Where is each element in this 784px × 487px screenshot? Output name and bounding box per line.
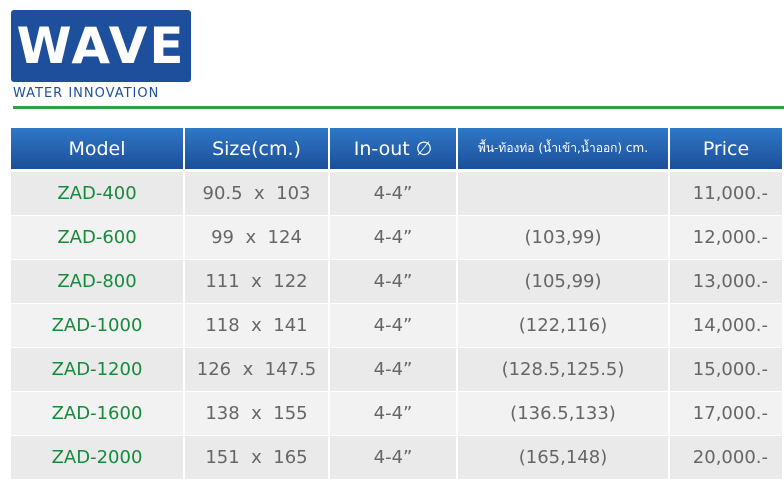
table-cell: 90.5 x 103: [185, 172, 330, 216]
logo: WAVE: [11, 10, 191, 82]
table-cell: 4-4”: [330, 260, 458, 304]
table-cell: ZAD-600: [11, 216, 185, 260]
table-row: ZAD-1200 126 x 147.5 4-4” (128.5,125.5) 15,0…: [11, 348, 784, 392]
table-cell: 17,000.-: [670, 392, 784, 436]
table-cell: (136.5,133): [458, 392, 670, 436]
table-row: ZAD-600 99 x 124 4-4” (103,99) 12,000.-: [11, 216, 784, 260]
table-cell: 4-4”: [330, 304, 458, 348]
table-cell: ZAD-2000: [11, 436, 185, 480]
table-cell: 14,000.-: [670, 304, 784, 348]
table-cell: 118 x 141: [185, 304, 330, 348]
price-table: Model Size(cm.) In-out ∅ พื้น-ท้องท่อ (น้ำเ…: [11, 128, 784, 480]
table-cell: 4-4”: [330, 172, 458, 216]
table-cell: [458, 172, 670, 216]
table-cell: 4-4”: [330, 436, 458, 480]
table-cell: 126 x 147.5: [185, 348, 330, 392]
table-cell: 138 x 155: [185, 392, 330, 436]
tagline: WATER INNOVATION: [13, 86, 160, 101]
column-header: Size(cm.): [185, 128, 330, 170]
column-header: Price: [670, 128, 784, 170]
table-cell: 4-4”: [330, 348, 458, 392]
table-cell: 4-4”: [330, 392, 458, 436]
table-cell: 11,000.-: [670, 172, 784, 216]
table-cell: (128.5,125.5): [458, 348, 670, 392]
table-cell: (165,148): [458, 436, 670, 480]
table-cell: 111 x 122: [185, 260, 330, 304]
column-header: พื้น-ท้องท่อ (น้ำเข้า,น้ำออก) cm.: [458, 128, 670, 170]
divider: [13, 106, 784, 109]
table-cell: 12,000.-: [670, 216, 784, 260]
table-cell: 99 x 124: [185, 216, 330, 260]
table-row: ZAD-400 90.5 x 103 4-4” 11,000.-: [11, 172, 784, 216]
table-cell: ZAD-400: [11, 172, 185, 216]
table-cell: ZAD-1000: [11, 304, 185, 348]
table-cell: (105,99): [458, 260, 670, 304]
table-row: ZAD-1000 118 x 141 4-4” (122,116) 14,000.-: [11, 304, 784, 348]
table-row: ZAD-800 111 x 122 4-4” (105,99) 13,000.-: [11, 260, 784, 304]
table-cell: 151 x 165: [185, 436, 330, 480]
table-cell: ZAD-1600: [11, 392, 185, 436]
table-cell: (103,99): [458, 216, 670, 260]
column-header: Model: [11, 128, 185, 170]
table-cell: (122,116): [458, 304, 670, 348]
table-row: ZAD-2000 151 x 165 4-4” (165,148) 20,000.-: [11, 436, 784, 480]
table-row: ZAD-1600 138 x 155 4-4” (136.5,133) 17,000.-: [11, 392, 784, 436]
table-cell: 13,000.-: [670, 260, 784, 304]
table-cell: ZAD-800: [11, 260, 185, 304]
column-header: In-out ∅: [330, 128, 458, 170]
table-cell: 4-4”: [330, 216, 458, 260]
table-cell: ZAD-1200: [11, 348, 185, 392]
table-cell: 15,000.-: [670, 348, 784, 392]
header-row: Model Size(cm.) In-out ∅ พื้น-ท้องท่อ (น้ำเ…: [11, 128, 784, 172]
table-cell: 20,000.-: [670, 436, 784, 480]
